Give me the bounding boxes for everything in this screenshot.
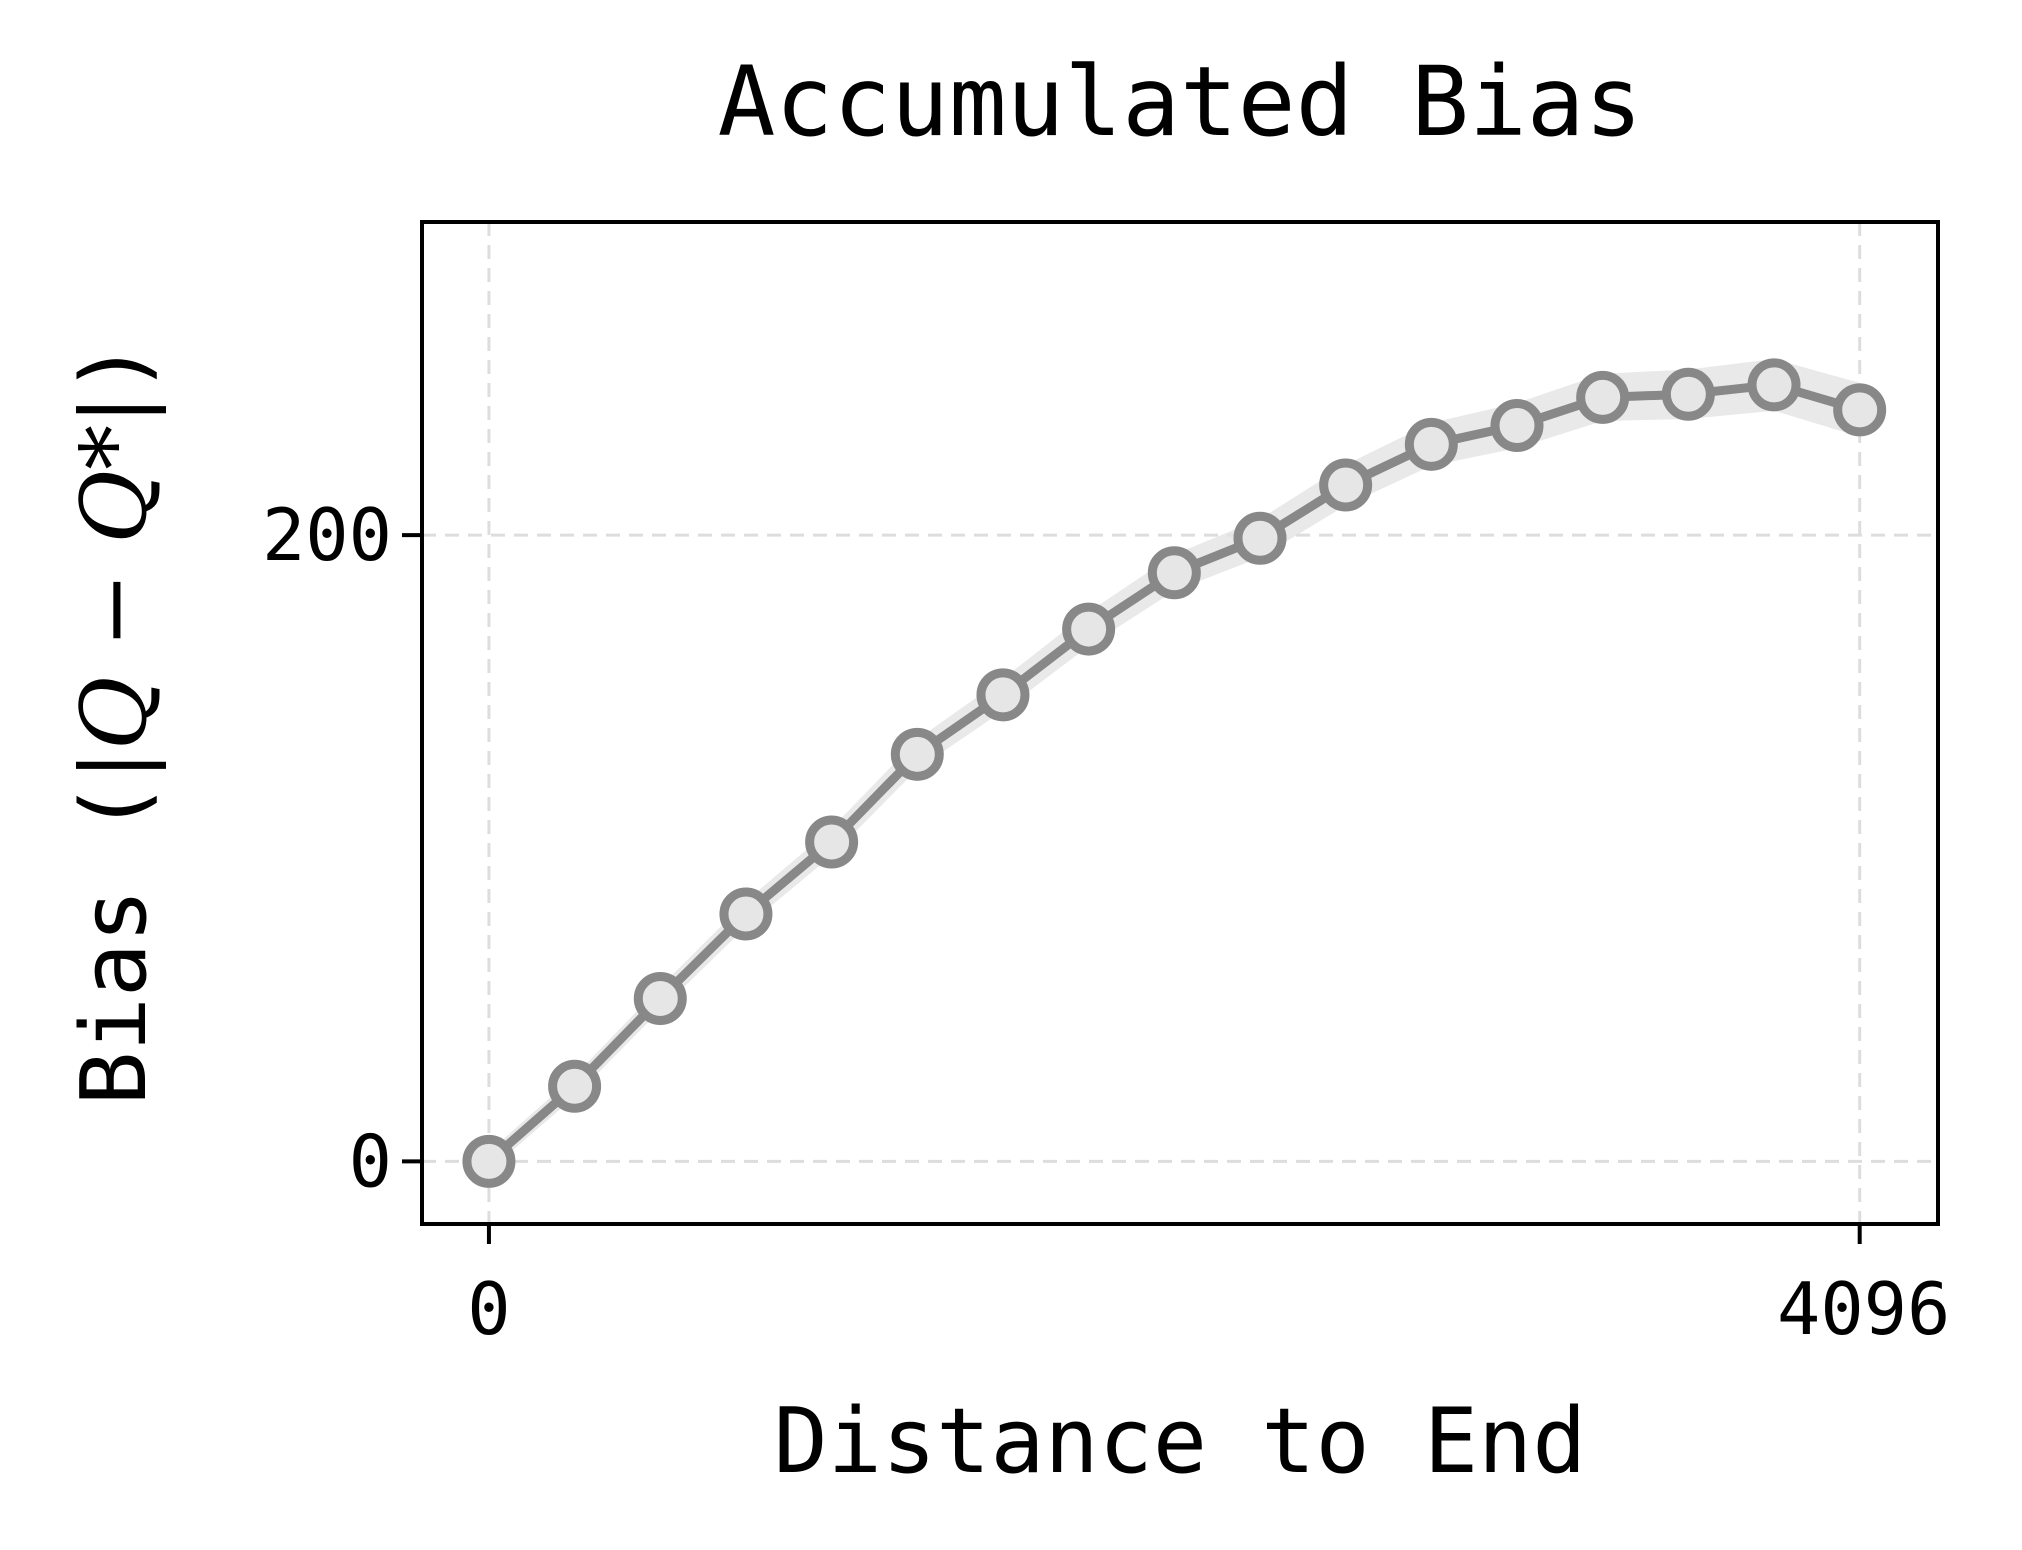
- series-line-0: [485, 380, 1861, 1165]
- data-point-13: [1576, 370, 1630, 424]
- y-axis-label-close: ): [62, 340, 167, 394]
- data-point-4: [805, 815, 859, 869]
- plot-frame: [420, 220, 1940, 1226]
- data-point-5: [890, 727, 944, 781]
- data-point-16: [1833, 383, 1887, 437]
- data-points: [462, 358, 1887, 1188]
- x-axis-ticks: 0 4096: [467, 1224, 1950, 1351]
- data-point-15: [1747, 358, 1801, 412]
- data-point-3: [719, 887, 773, 941]
- y-tick-label-0: 0: [349, 1119, 392, 1203]
- y-axis-label-text: Bias (: [62, 780, 167, 1105]
- chart-title: Accumulated Bias: [718, 46, 1643, 158]
- data-point-0: [462, 1134, 516, 1188]
- confidence-band: [488, 359, 1860, 1171]
- data-point-6: [976, 668, 1030, 722]
- x-tick-label-1: 4096: [1777, 1267, 1950, 1351]
- data-point-12: [1490, 399, 1544, 453]
- y-tick-label-1: 200: [262, 493, 392, 577]
- x-axis-label: Distance to End: [774, 1389, 1587, 1494]
- y-axis-label-math: |Q − Q*|: [62, 395, 167, 781]
- data-point-10: [1319, 458, 1373, 512]
- data-point-8: [1147, 546, 1201, 600]
- x-tick-label-0: 0: [467, 1267, 510, 1351]
- data-point-9: [1233, 511, 1287, 565]
- data-point-14: [1661, 367, 1715, 421]
- data-point-1: [548, 1059, 602, 1113]
- data-point-7: [1062, 602, 1116, 656]
- y-axis-ticks: 0 200: [262, 493, 422, 1203]
- data-point-2: [633, 972, 687, 1026]
- series-band-0: [488, 359, 1860, 1171]
- y-axis-label: Bias (|Q − Q*|): [62, 340, 167, 1105]
- data-point-11: [1404, 417, 1458, 471]
- series-layer: [485, 380, 1861, 1165]
